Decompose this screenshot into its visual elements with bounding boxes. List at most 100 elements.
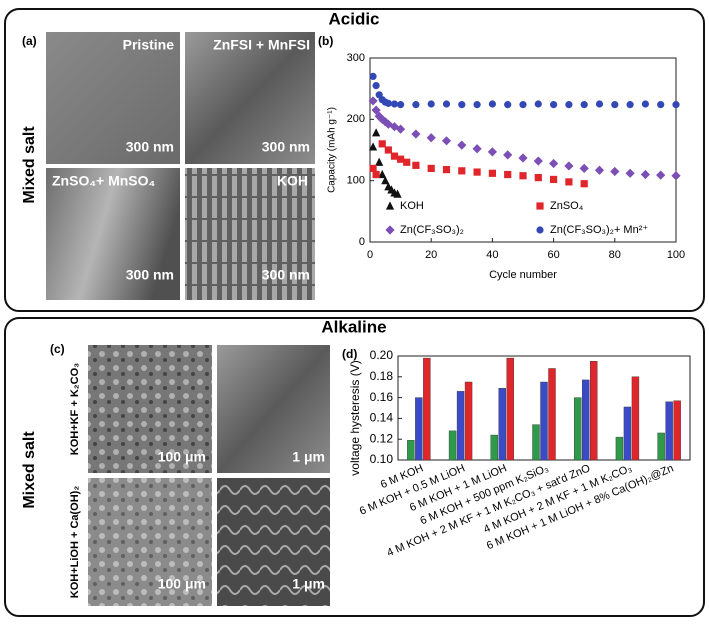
- marker: [442, 166, 451, 174]
- legend-label: Zn(CF₃SO₃)₂: [400, 224, 464, 236]
- marker: [426, 133, 436, 143]
- scale-bar-label: 100 μm: [158, 576, 206, 592]
- marker: [565, 178, 573, 186]
- marker: [504, 101, 512, 109]
- y-axis-label: Capacity (mAh g⁻¹): [327, 107, 338, 193]
- plot-frame: [369, 57, 677, 243]
- section-title: Acidic: [328, 9, 379, 28]
- sem-caption: Pristine: [123, 37, 175, 53]
- marker: [534, 174, 542, 182]
- x-tick-label: 0: [367, 249, 373, 261]
- marker: [368, 142, 378, 151]
- marker: [473, 101, 481, 109]
- bar: [673, 400, 681, 461]
- legend-label: ZnSO₄: [550, 200, 584, 212]
- side-label: Mixed salt: [21, 126, 38, 204]
- legend-label: Zn(CF₃SO₃)₂+ Mn²⁺: [550, 224, 648, 236]
- bar: [498, 388, 506, 461]
- scale-bar-label: 100 μm: [158, 449, 206, 465]
- sem-image: [88, 345, 212, 473]
- marker: [372, 170, 380, 179]
- sem-image: [217, 478, 330, 606]
- panel-label: (b): [318, 34, 333, 48]
- marker: [403, 158, 411, 166]
- legend-marker: [536, 202, 544, 210]
- marker: [564, 161, 574, 171]
- marker: [380, 117, 390, 127]
- y-tick-label: 200: [347, 113, 365, 125]
- marker: [384, 99, 392, 107]
- scale-bar-label: 300 nm: [126, 267, 174, 283]
- bar: [407, 440, 415, 461]
- sem-image: [46, 168, 180, 300]
- sem-image: [46, 32, 180, 164]
- bar: [464, 381, 473, 461]
- legend-marker: [385, 201, 395, 210]
- bar: [540, 381, 548, 461]
- sem-caption: ZnFSI + MnFSI: [213, 37, 310, 53]
- marker: [550, 101, 558, 109]
- bar: [532, 424, 540, 461]
- marker: [534, 100, 542, 108]
- marker: [390, 152, 399, 160]
- marker: [397, 101, 405, 109]
- sem-caption: ZnSO₄+ MnSO₄: [52, 173, 155, 189]
- bar: [448, 430, 457, 461]
- marker: [579, 163, 589, 173]
- marker: [381, 176, 390, 185]
- y-tick-label: 0.16: [370, 390, 394, 404]
- side-label: Mixed salt: [21, 431, 38, 509]
- bar: [665, 401, 673, 461]
- marker: [369, 164, 377, 172]
- marker: [594, 165, 605, 175]
- marker: [457, 140, 467, 150]
- marker: [611, 101, 619, 109]
- marker: [641, 100, 650, 108]
- marker: [377, 114, 387, 124]
- marker: [488, 169, 496, 177]
- bar: [506, 357, 514, 461]
- marker: [488, 100, 496, 108]
- marker: [458, 101, 466, 109]
- marker: [672, 101, 680, 109]
- marker: [580, 101, 588, 109]
- bar: [423, 357, 431, 461]
- marker: [372, 128, 381, 137]
- bar: [590, 361, 598, 461]
- bar: [615, 436, 624, 461]
- bar: [631, 376, 640, 461]
- section-frame: [4, 317, 705, 617]
- y-tick-label: 0: [359, 236, 365, 248]
- row-label: KOH+KF + K₂CO₃: [69, 363, 81, 456]
- y-tick-label: 300: [347, 52, 365, 64]
- marker: [518, 153, 528, 163]
- marker: [397, 155, 405, 163]
- marker: [393, 189, 402, 198]
- scale-bar-label: 300 nm: [262, 267, 310, 283]
- y-axis-label: voltage hysteresis (V): [348, 360, 362, 475]
- sem-image: [88, 478, 212, 606]
- marker: [595, 100, 604, 108]
- scale-bar-label: 300 nm: [126, 139, 174, 155]
- scale-bar-label: 300 nm: [262, 139, 310, 155]
- bar: [456, 391, 465, 461]
- section-frame: [4, 8, 705, 312]
- panel-label: (a): [22, 34, 37, 48]
- marker: [441, 136, 452, 146]
- marker: [383, 119, 393, 129]
- y-tick-label: 100: [347, 175, 365, 187]
- x-axis-label: Cycle number: [489, 269, 557, 281]
- x-tick-label: 100: [667, 249, 685, 261]
- marker: [657, 101, 665, 109]
- marker: [610, 166, 620, 177]
- bar: [490, 434, 498, 461]
- marker: [473, 168, 481, 176]
- marker: [626, 101, 634, 109]
- marker: [442, 100, 451, 108]
- marker: [504, 170, 512, 179]
- sem-caption: KOH: [277, 173, 308, 189]
- bar: [548, 368, 556, 461]
- bar: [657, 432, 665, 461]
- marker: [412, 101, 420, 109]
- sem-image: [217, 345, 330, 473]
